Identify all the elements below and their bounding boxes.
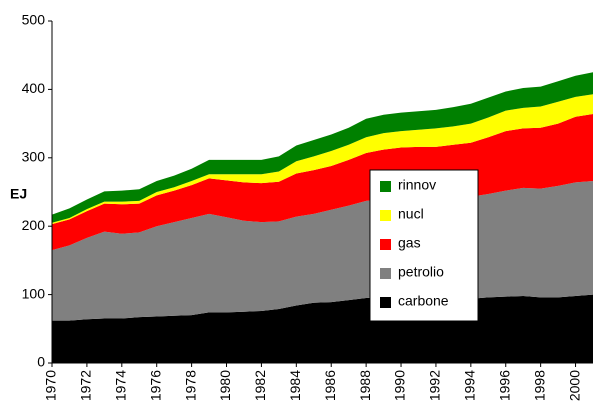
y-tick-label: 0	[37, 354, 45, 370]
legend-label: carbone	[398, 293, 449, 309]
x-tick-label: 1998	[531, 370, 547, 401]
y-tick-label: 100	[22, 285, 46, 301]
x-tick-label: 1994	[462, 370, 478, 401]
legend-swatch	[380, 181, 391, 192]
legend-swatch	[380, 297, 391, 308]
legend-swatch	[380, 268, 391, 279]
x-tick-label: 1982	[252, 370, 268, 401]
x-tick-label: 1990	[392, 370, 408, 401]
x-tick-label: 1992	[427, 370, 443, 401]
x-tick-label: 2000	[566, 370, 582, 401]
legend-swatch	[380, 210, 391, 221]
x-tick-label: 1984	[287, 370, 303, 401]
y-tick-label: 500	[22, 12, 46, 28]
x-tick-label: 1974	[113, 370, 129, 401]
y-tick-label: 300	[22, 149, 46, 165]
legend-swatch	[380, 239, 391, 250]
x-tick-label: 1972	[78, 370, 94, 401]
area	[52, 94, 593, 225]
x-tick-label: 1980	[217, 370, 233, 401]
area	[52, 114, 593, 251]
legend-label: rinnov	[398, 177, 436, 193]
x-tick-label: 1996	[496, 370, 512, 401]
x-tick-label: 1970	[43, 370, 59, 401]
legend-label: petrolio	[398, 264, 444, 280]
y-tick-label: 400	[22, 80, 46, 96]
y-tick-label: 200	[22, 217, 46, 233]
area	[52, 72, 593, 223]
legend: rinnov nucl gas petrolio carbone	[369, 169, 479, 322]
x-tick-label: 1988	[357, 370, 373, 401]
x-tick-label: 1986	[322, 370, 338, 401]
legend-label: gas	[398, 235, 421, 251]
legend-label: nucl	[398, 206, 424, 222]
x-tick-label: 1978	[182, 370, 198, 401]
x-tick-label: 1976	[147, 370, 163, 401]
y-axis-label: EJ	[10, 186, 27, 202]
